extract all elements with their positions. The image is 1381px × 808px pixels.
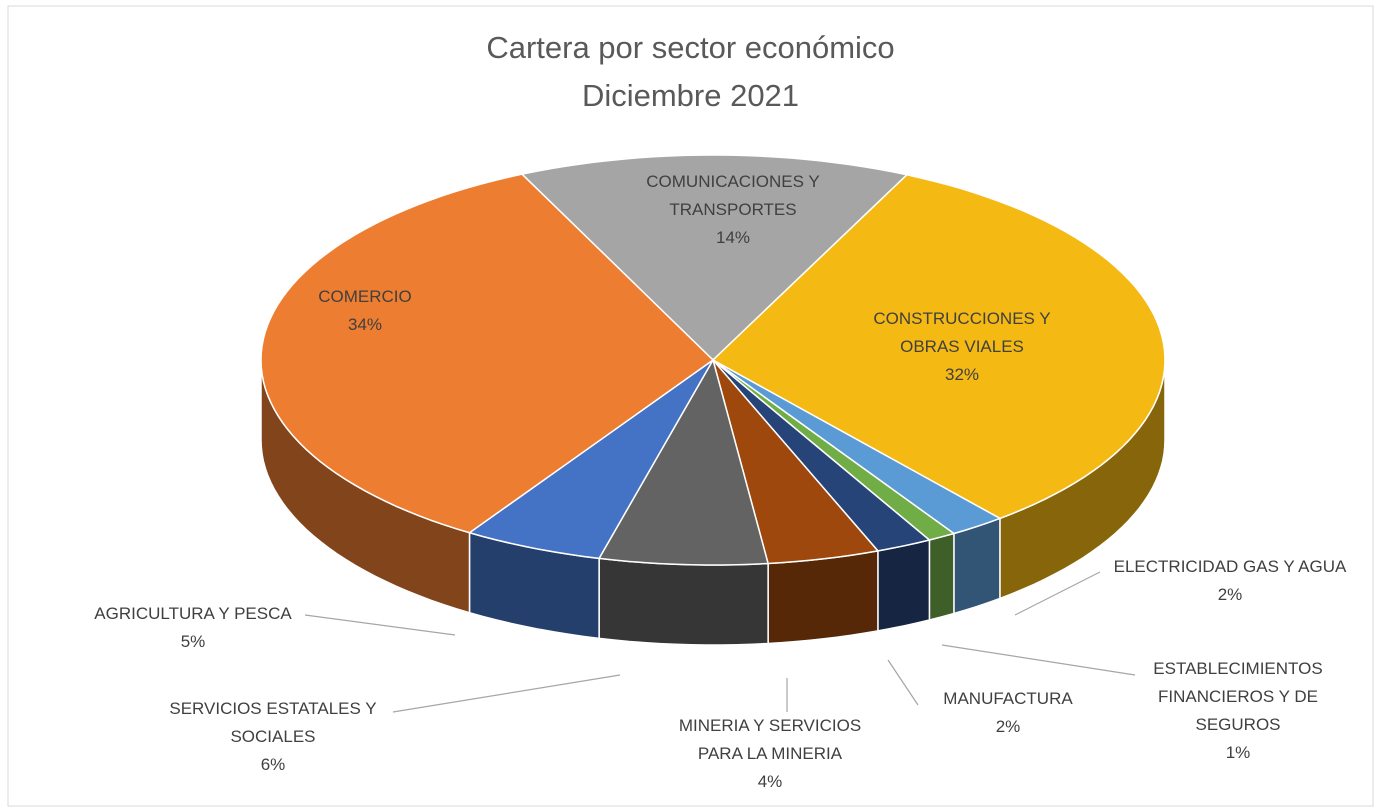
slice — [711, 173, 1166, 520]
category-label: COMERCIO — [318, 287, 412, 306]
data-label: ELECTRICIDAD GAS Y AGUA 2% — [1080, 553, 1380, 609]
data-label: MANUFACTURA 2% — [913, 685, 1103, 741]
chart-title: Cartera por sector económico — [486, 30, 895, 65]
slice — [260, 173, 715, 534]
value-label: 6% — [260, 755, 286, 774]
category-label: CONSTRUCCIONES Y OBRAS VIALES — [873, 309, 1051, 356]
data-label: ESTABLECIMIENTOS FINANCIEROS Y DE SEGURO… — [1138, 655, 1338, 767]
data-label: COMUNICACIONES Y TRANSPORTES 14% — [618, 168, 848, 252]
leader-line — [887, 659, 919, 706]
leader-line — [392, 674, 621, 713]
data-label: MINERIA Y SERVICIOS PARA LA MINERIA 4% — [655, 712, 885, 796]
value-label: 32% — [944, 365, 980, 384]
slice-side — [877, 539, 931, 632]
category-label: AGRICULTURA Y PESCA — [94, 604, 292, 623]
leader-line — [941, 644, 1136, 676]
data-label: SERVICIOS ESTATALES Y SOCIALES 6% — [148, 695, 398, 779]
value-label: 1% — [1225, 743, 1251, 762]
value-label: 2% — [1217, 585, 1243, 604]
value-label: 14% — [715, 228, 751, 247]
value-label: 4% — [757, 772, 783, 791]
slice — [712, 359, 880, 565]
value-label: 5% — [180, 632, 206, 651]
category-label: COMUNICACIONES Y TRANSPORTES — [646, 172, 820, 219]
leader-line — [1014, 571, 1101, 616]
slice — [520, 154, 909, 362]
slice-side — [767, 550, 879, 645]
value-label: 2% — [995, 717, 1021, 736]
slice-side — [598, 557, 769, 646]
leader-line — [304, 614, 456, 636]
category-label: ESTABLECIMIENTOS FINANCIEROS Y DE SEGURO… — [1153, 659, 1323, 734]
slice-side — [953, 517, 1001, 615]
category-label: ELECTRICIDAD GAS Y AGUA — [1113, 557, 1347, 576]
category-label: MANUFACTURA — [943, 689, 1073, 708]
data-label: COMERCIO 34% — [285, 283, 445, 339]
category-label: SERVICIOS ESTATALES Y SOCIALES — [169, 699, 377, 746]
slice-side — [928, 532, 955, 621]
data-label: CONSTRUCCIONES Y OBRAS VIALES 32% — [847, 305, 1077, 389]
data-label: AGRICULTURA Y PESCA 5% — [68, 600, 318, 656]
slice — [597, 358, 770, 566]
chart-subtitle: Diciembre 2021 — [581, 78, 800, 113]
value-label: 34% — [347, 315, 383, 334]
slice — [467, 359, 714, 560]
category-label: MINERIA Y SERVICIOS PARA LA MINERIA — [678, 716, 862, 763]
